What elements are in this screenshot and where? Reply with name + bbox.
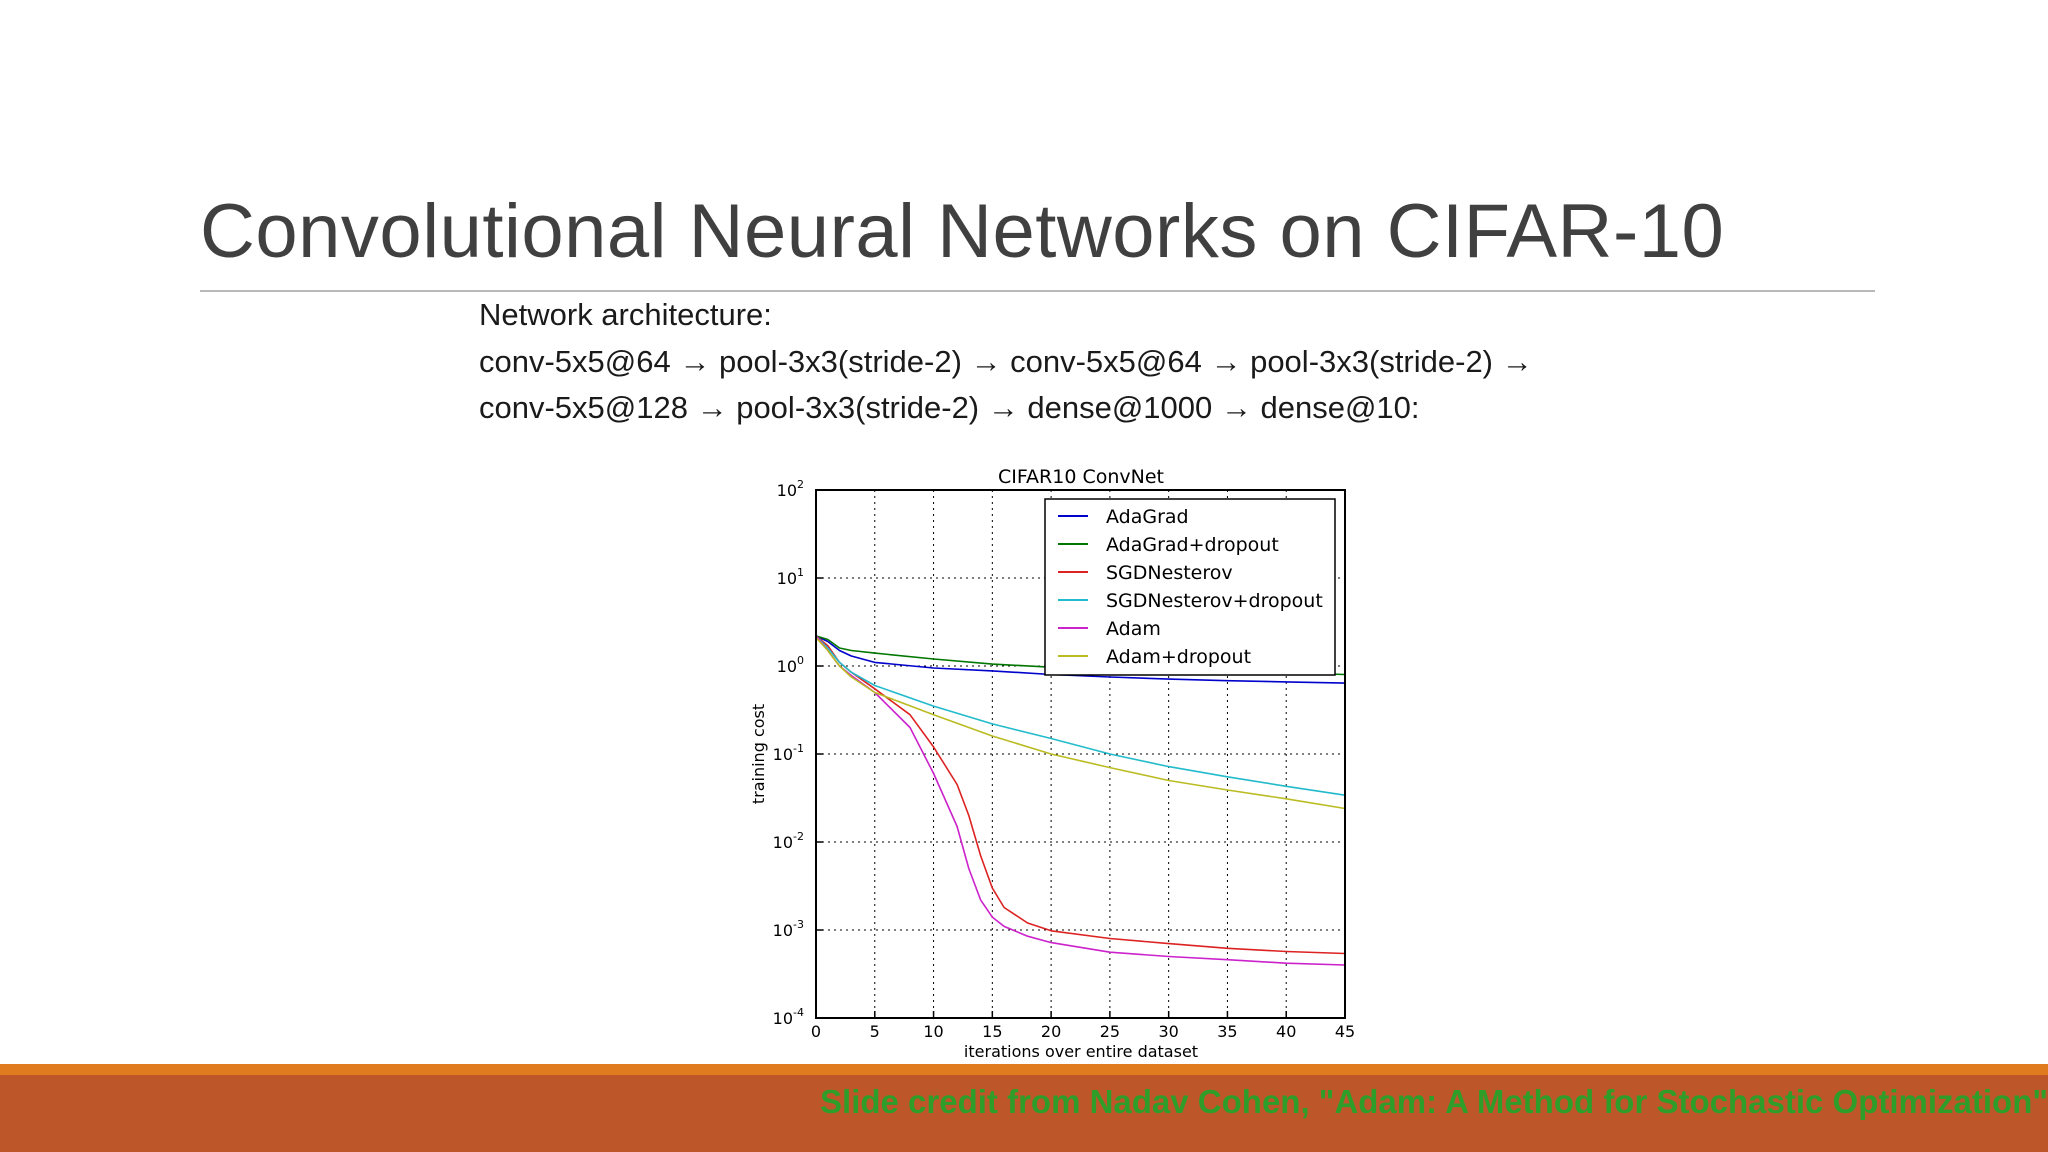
y-tick-label: 10-1 (773, 742, 804, 764)
footer-accent-stripe (0, 1064, 2048, 1075)
y-tick-base: 10 (777, 481, 797, 500)
y-tick-base: 10 (773, 745, 793, 764)
y-tick-base: 10 (777, 657, 797, 676)
legend-label: AdaGrad (1106, 506, 1189, 528)
x-tick-label: 10 (923, 1022, 943, 1041)
chart-title: CIFAR10 ConvNet (998, 466, 1164, 488)
x-tick-label: 0 (811, 1022, 821, 1041)
y-axis-label: training cost (749, 704, 768, 804)
y-tick-exponent: -2 (793, 830, 804, 843)
y-tick-label: 100 (777, 654, 804, 676)
x-axis-label: iterations over entire dataset (964, 1042, 1198, 1061)
y-tick-label: 101 (777, 566, 804, 588)
legend-label: Adam (1106, 618, 1161, 640)
series-line-1 (815, 635, 1346, 684)
y-tick-label: 10-2 (773, 830, 804, 852)
y-tick-exponent: 0 (797, 654, 804, 667)
series-line-6 (815, 637, 1346, 810)
y-tick-label: 102 (777, 478, 804, 500)
y-tick-label: 10-4 (773, 1006, 804, 1028)
slide-title: Convolutional Neural Networks on CIFAR-1… (200, 189, 1725, 274)
legend-label: SGDNesterov (1106, 562, 1233, 584)
x-tick-label: 5 (870, 1022, 880, 1041)
x-tick-label: 45 (1335, 1022, 1355, 1041)
legend-box (1044, 498, 1336, 676)
y-tick-label: 10-3 (773, 918, 804, 940)
y-tick-exponent: -3 (793, 918, 804, 931)
series-line-5 (815, 635, 1346, 966)
footer-band (0, 1075, 2048, 1152)
y-tick-base: 10 (773, 1009, 793, 1028)
x-tick-label: 30 (1158, 1022, 1178, 1041)
title-divider (200, 290, 1875, 292)
legend-label: SGDNesterov+dropout (1106, 590, 1323, 612)
y-tick-exponent: -4 (793, 1006, 804, 1019)
legend-label: AdaGrad+dropout (1106, 534, 1279, 556)
x-axis-ticks: 0 5 10 15 20 25 30 35 40 45 (811, 1011, 1355, 1041)
x-tick-label: 20 (1041, 1022, 1061, 1041)
architecture-line-1: conv-5x5@64 → pool-3x3(stride-2) → conv-… (479, 344, 1533, 379)
legend-label: Adam+dropout (1106, 646, 1251, 668)
y-tick-exponent: 2 (797, 478, 804, 491)
x-tick-label: 40 (1276, 1022, 1296, 1041)
chart-legend: AdaGrad AdaGrad+dropout SGDNesterov SGDNest… (1044, 498, 1336, 676)
y-tick-base: 10 (777, 569, 797, 588)
y-tick-exponent: -1 (793, 742, 804, 755)
y-tick-base: 10 (773, 921, 793, 940)
architecture-heading: Network architecture: (479, 297, 772, 332)
series-line-4 (815, 635, 1346, 796)
y-tick-base: 10 (773, 833, 793, 852)
architecture-line-2: conv-5x5@128 → pool-3x3(stride-2) → dens… (479, 390, 1420, 425)
x-tick-label: 25 (1100, 1022, 1120, 1041)
y-tick-exponent: 1 (797, 566, 804, 579)
slide-credit: Slide credit from Nadav Cohen, "Adam: A … (820, 1083, 2048, 1120)
x-tick-label: 35 (1217, 1022, 1237, 1041)
x-tick-label: 15 (982, 1022, 1002, 1041)
